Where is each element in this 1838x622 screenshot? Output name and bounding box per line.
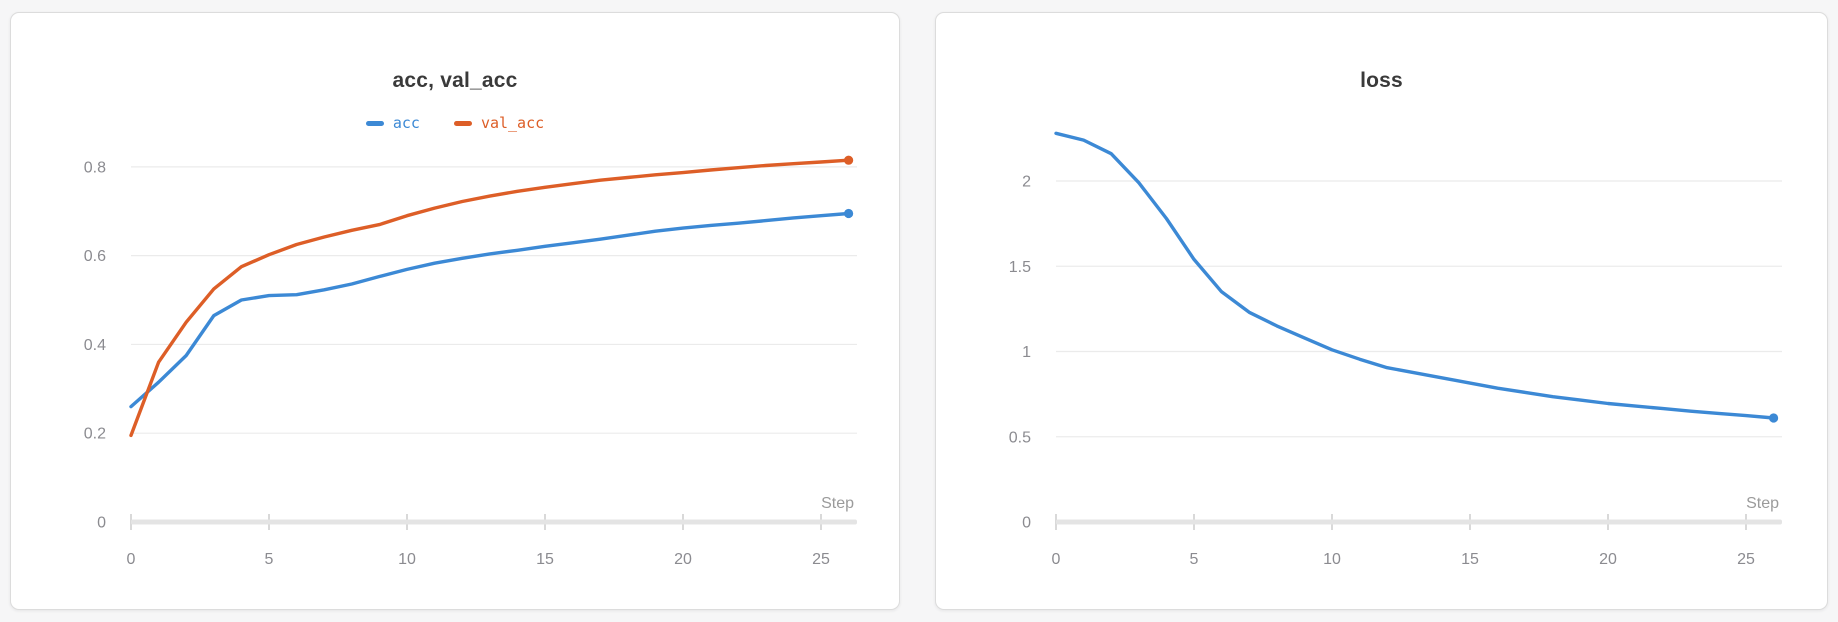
y-tick-label: 1.5 (1009, 259, 1031, 276)
y-tick-label: 0.2 (84, 426, 106, 443)
x-tick-label: 10 (1323, 551, 1341, 568)
x-tick-label: 0 (127, 551, 136, 568)
x-tick-label: 15 (1461, 551, 1479, 568)
y-tick-label: 0 (97, 515, 106, 532)
y-tick-label: 1 (1022, 344, 1031, 361)
legend-label: acc (392, 114, 420, 132)
x-axis-label: Step (821, 495, 854, 512)
acc-val-acc-chart[interactable]: 0 0.2 0.4 0.6 0.8 0 5 10 15 20 25 Step (11, 13, 899, 609)
val_acc-end-dot (844, 155, 854, 165)
panel-acc-val-acc: acc, val_acc acc val_acc 0 0.2 0.4 0.6 0.8 0 5 1… (10, 12, 900, 610)
val_acc-line (129, 158, 851, 438)
legend-item-val_acc: val_acc (453, 114, 545, 132)
x-tick-label: 20 (674, 551, 692, 568)
legend-swatch-icon (453, 120, 472, 126)
y-tick-label: 0.5 (1009, 429, 1031, 446)
acc-end-dot (844, 208, 854, 219)
chart-title: acc, val_acc (392, 69, 518, 92)
legend-label: val_acc (480, 114, 545, 132)
x-axis-baseline (131, 519, 857, 525)
x-tick-label: 5 (1190, 551, 1199, 568)
y-tick-label: 0.4 (84, 337, 106, 354)
y-tick-label: 0.8 (84, 159, 106, 176)
panel-loss: loss 0 0.5 1 1.5 2 0 5 10 15 20 25 Step (935, 12, 1828, 610)
legend-swatch-icon (365, 120, 384, 126)
loss-end-dot (1769, 413, 1779, 423)
x-tick-label: 25 (1737, 551, 1755, 568)
x-tick-label: 10 (398, 551, 416, 568)
x-tick-label: 5 (265, 551, 274, 568)
x-tick-label: 25 (812, 551, 830, 568)
x-axis-label: Step (1746, 495, 1779, 512)
chart-title: loss (1360, 69, 1403, 92)
x-tick-label: 0 (1052, 551, 1061, 568)
y-tick-label: 0 (1022, 515, 1031, 532)
loss-line (1054, 131, 1776, 420)
x-tick-label: 20 (1599, 551, 1617, 568)
y-tick-label: 2 (1022, 174, 1031, 191)
x-axis-baseline (1056, 519, 1782, 525)
x-tick-label: 15 (536, 551, 554, 568)
y-tick-label: 0.6 (84, 248, 106, 265)
legend-item-acc: acc (365, 114, 420, 132)
legend: acc val_acc (11, 115, 899, 131)
acc-line (129, 211, 851, 409)
